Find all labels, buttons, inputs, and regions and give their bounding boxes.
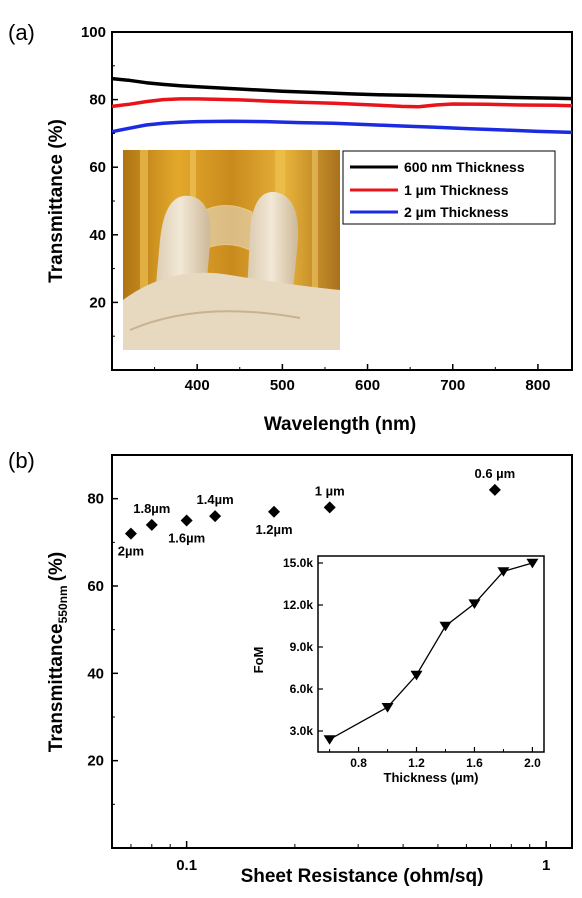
panel-b-point xyxy=(268,505,281,518)
panel-b-point-label: 1.6µm xyxy=(168,531,205,546)
panel-b-ylabel: Transmittance550nm (%) xyxy=(46,552,70,752)
panel-a-ylabel: Transmittance (%) xyxy=(46,119,67,283)
panel-b-ylabel-sub: 550nm xyxy=(56,585,70,623)
inset-ytick-label: 9.0k xyxy=(290,640,314,654)
panel-a-series xyxy=(111,76,573,135)
legend-label-2um: 2 µm Thickness xyxy=(404,204,509,220)
panel-b-point xyxy=(180,514,193,527)
panel-b-point xyxy=(145,518,158,531)
panel-a: (a) xyxy=(8,20,573,435)
panel-b: (b) 0.1 1 20 40 60 80 2µm 1.8µm 1.6µm 1.4µm 1.2µm… xyxy=(8,448,573,887)
panel-a-xtick-label: 500 xyxy=(270,377,295,394)
panel-a-xlabel: Wavelength (nm) xyxy=(264,414,416,435)
panel-b-ticks: 0.1 1 20 40 60 80 xyxy=(87,454,550,874)
panel-a-series-line-1 xyxy=(111,97,573,109)
inset-marker xyxy=(526,558,539,569)
panel-b-ytick-label: 60 xyxy=(87,578,104,595)
inset-axes: 0.8 1.2 1.6 2.0 3.0k 6.0k 9.0k 12.0k 15.0k xyxy=(283,555,545,770)
panel-a-ytick-label: 60 xyxy=(89,159,106,176)
panel-b-axes xyxy=(111,454,573,849)
inset-marker xyxy=(497,567,510,577)
panel-b-xlabel: Sheet Resistance (ohm/sq) xyxy=(241,866,484,887)
panel-b-point-label: 0.6 µm xyxy=(474,466,515,481)
inset-marker xyxy=(381,703,394,713)
inset-xtick-label: 1.2 xyxy=(408,756,425,770)
panel-b-ytick-label: 80 xyxy=(87,491,104,508)
fom-inset: 0.8 1.2 1.6 2.0 3.0k 6.0k 9.0k 12.0k 15.0k Thick… xyxy=(251,555,545,785)
panel-b-ylabel-unit: (%) xyxy=(46,552,67,582)
panel-b-point-label: 2µm xyxy=(118,544,144,559)
panel-a-xtick-label: 600 xyxy=(355,377,380,394)
panel-b-point xyxy=(124,527,137,540)
panel-b-frame xyxy=(111,454,573,849)
panel-b-ytick-label: 20 xyxy=(87,753,104,770)
inset-marker xyxy=(468,599,481,609)
panel-a-ytick-label: 100 xyxy=(81,24,106,41)
panel-a-ytick-label: 40 xyxy=(89,227,106,244)
panel-b-point-label: 1.2µm xyxy=(255,522,292,537)
inset-marker xyxy=(323,735,336,745)
panel-b-xtick-label: 0.1 xyxy=(176,857,197,874)
panel-b-point-label: 1.4µm xyxy=(197,492,234,507)
inset-frame xyxy=(317,555,545,753)
inset-xtick-label: 2.0 xyxy=(524,756,541,770)
inset-xlabel: Thickness (µm) xyxy=(384,770,479,785)
panel-a-series-line-0 xyxy=(111,76,573,101)
panel-a-ytick-label: 20 xyxy=(89,294,106,311)
legend-label-600nm: 600 nm Thickness xyxy=(404,159,525,175)
inset-marker xyxy=(439,621,452,632)
inset-photo xyxy=(123,150,340,350)
panel-a-letter: (a) xyxy=(8,20,35,45)
panel-b-point-label: 1 µm xyxy=(315,483,345,498)
panel-b-letter: (b) xyxy=(8,448,35,473)
panel-a-series-line-2 xyxy=(111,119,573,135)
inset-ytick-label: 3.0k xyxy=(290,724,314,738)
legend-label-1um: 1 µm Thickness xyxy=(404,182,509,198)
panel-a-legend: 600 nm Thickness 1 µm Thickness 2 µm Thi… xyxy=(342,150,556,225)
inset-ytick-label: 6.0k xyxy=(290,682,314,696)
panel-a-xtick-label: 800 xyxy=(525,377,550,394)
panel-b-ytick-label: 40 xyxy=(87,665,104,682)
panel-b-point xyxy=(323,501,336,514)
inset-series xyxy=(323,558,539,745)
inset-ytick-label: 12.0k xyxy=(283,598,313,612)
inset-ylabel: FoM xyxy=(251,647,266,674)
panel-b-point xyxy=(209,510,222,523)
inset-ytick-label: 15.0k xyxy=(283,556,313,570)
panel-b-ylabel-main: Transmittance xyxy=(46,623,67,752)
panel-a-ytick-label: 80 xyxy=(89,92,106,109)
panel-b-point-label: 1.8µm xyxy=(133,501,170,516)
panel-a-xtick-label: 700 xyxy=(440,377,465,394)
inset-xtick-label: 1.6 xyxy=(466,756,483,770)
panel-b-xtick-label: 1 xyxy=(542,857,550,874)
panel-b-points: 2µm 1.8µm 1.6µm 1.4µm 1.2µm 1 µm 0.6 µm xyxy=(118,466,515,559)
panel-a-ticks: 400 500 600 700 800 20 40 60 80 100 xyxy=(81,24,550,394)
panel-b-point xyxy=(488,483,501,496)
inset-marker xyxy=(410,670,423,681)
panel-a-xtick-label: 400 xyxy=(185,377,210,394)
inset-xtick-label: 0.8 xyxy=(350,756,367,770)
